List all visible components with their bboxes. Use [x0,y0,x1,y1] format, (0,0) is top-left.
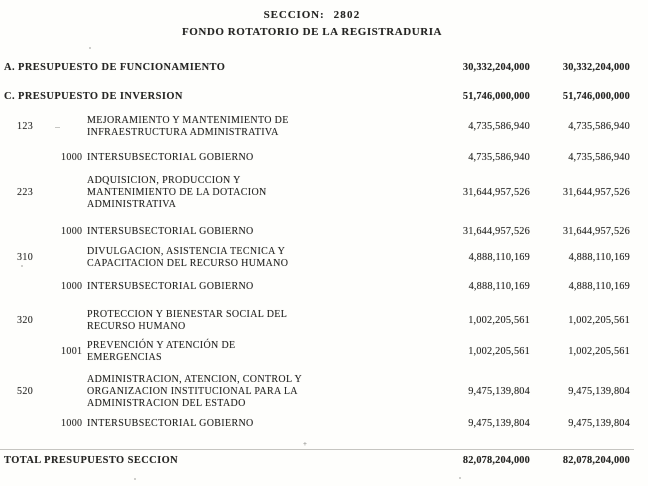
amount-col2: 1,002,205,561 [568,315,630,326]
section-label: C. PRESUPUESTO DE INVERSION [4,91,183,102]
subprogram-code: 1000 [61,226,83,237]
amount-col1: 31,644,957,526 [462,187,530,198]
program-description: MEJORAMIENTO Y MANTENIMIENTO DE INFRAEST… [87,115,289,138]
amount-col2: 4,735,586,940 [568,152,630,163]
document-title: FONDO ROTATORIO DE LA REGISTRADURIA [181,26,443,38]
scan-speckle [21,265,23,267]
amount-col2: 51,746,000,000 [562,90,630,102]
table-row-subprogram: 1000 INTERSUBSECTORIAL GOBIERNO 4,888,11… [0,281,648,293]
amount-col1: 51,746,000,000 [462,90,530,102]
amount-col1: 4,735,586,940 [468,152,530,163]
scan-speckle: + [303,440,307,448]
amount-col2: 4,888,110,169 [568,281,630,292]
scan-speckle [89,47,91,49]
amount-col1: 4,888,110,169 [468,281,530,292]
document-header: SECCION: 2802 FONDO ROTATORIO DE LA REGIS… [0,9,624,38]
amount-col1: 9,475,139,804 [468,418,530,429]
table-row-program-123: 123 MEJORAMIENTO Y MANTENIMIENTO DE INFR… [0,115,648,139]
subprogram-code: 1000 [61,281,83,292]
scan-speckle [55,127,60,128]
amount-col1: 1,002,205,561 [468,346,530,357]
amount-col1: 31,644,957,526 [462,226,530,237]
table-row-subprogram: 1000 INTERSUBSECTORIAL GOBIERNO 9,475,13… [0,418,648,430]
amount-col2: 31,644,957,526 [562,226,630,237]
program-description: PROTECCION Y BIENESTAR SOCIAL DEL RECURS… [87,309,288,332]
section-number: 2802 [333,9,361,21]
amount-col2: 4,888,110,169 [568,252,630,263]
subprogram-description: INTERSUBSECTORIAL GOBIERNO [87,226,254,237]
table-row-program-223: 223 ADQUISICION, PRODUCCION Y MANTENIMIE… [0,175,648,211]
subprogram-code: 1000 [61,418,83,429]
subprogram-code: 1000 [61,152,83,163]
section-label: A. PRESUPUESTO DE FUNCIONAMIENTO [4,62,226,73]
amount-col2: 30,332,204,000 [562,61,630,73]
amount-col2: 31,644,957,526 [562,187,630,198]
subprogram-description: INTERSUBSECTORIAL GOBIERNO [87,152,254,163]
program-description: DIVULGACION, ASISTENCIA TECNICA Y CAPACI… [87,246,289,269]
amount-col1: 82,078,204,000 [462,454,530,466]
program-description: ADQUISICION, PRODUCCION Y MANTENIMIENTO … [87,175,267,210]
amount-col2: 82,078,204,000 [562,454,630,466]
subprogram-description: INTERSUBSECTORIAL GOBIERNO [87,281,254,292]
amount-col1: 4,888,110,169 [468,252,530,263]
amount-col2: 1,002,205,561 [568,346,630,357]
total-separator-line [0,449,634,450]
table-row-section-c: C. PRESUPUESTO DE INVERSION 51,746,000,0… [0,90,648,103]
amount-col2: 9,475,139,804 [568,386,630,397]
amount-col2: 9,475,139,804 [568,418,630,429]
scan-speckle [459,477,461,479]
section-heading: SECCION: 2802 [0,9,624,21]
scan-speckle [134,478,136,480]
table-row-program-310: 310 DIVULGACION, ASISTENCIA TECNICA Y CA… [0,246,648,270]
program-code: 223 [17,187,34,198]
table-row-subprogram: 1000 INTERSUBSECTORIAL GOBIERNO 31,644,9… [0,226,648,238]
program-code: 123 [17,121,34,132]
subprogram-description: PREVENCIÓN Y ATENCIÓN DE EMERGENCIAS [87,340,236,363]
program-code: 520 [17,386,34,397]
program-description: ADMINISTRACION, ATENCION, CONTROL Y ORGA… [87,374,303,409]
table-row-total: TOTAL PRESUPUESTO SECCION 82,078,204,000… [0,454,648,467]
amount-col1: 4,735,586,940 [468,121,530,132]
total-label: TOTAL PRESUPUESTO SECCION [4,455,179,466]
table-row-program-320: 320 PROTECCION Y BIENESTAR SOCIAL DEL RE… [0,309,648,333]
table-row-subprogram: 1000 INTERSUBSECTORIAL GOBIERNO 4,735,58… [0,152,648,164]
program-code: 310 [17,252,34,263]
table-row-subprogram-1001: 1001 PREVENCIÓN Y ATENCIÓN DE EMERGENCIA… [0,340,648,364]
subprogram-description: INTERSUBSECTORIAL GOBIERNO [87,418,254,429]
subprogram-code: 1001 [61,346,83,357]
section-heading-label: SECCION: [263,9,325,21]
amount-col2: 4,735,586,940 [568,121,630,132]
program-code: 320 [17,315,34,326]
table-row-section-a: A. PRESUPUESTO DE FUNCIONAMIENTO 30,332,… [0,61,648,74]
amount-col1: 30,332,204,000 [462,61,530,73]
amount-col1: 9,475,139,804 [468,386,530,397]
amount-col1: 1,002,205,561 [468,315,530,326]
table-row-program-520: 520 ADMINISTRACION, ATENCION, CONTROL Y … [0,374,648,410]
